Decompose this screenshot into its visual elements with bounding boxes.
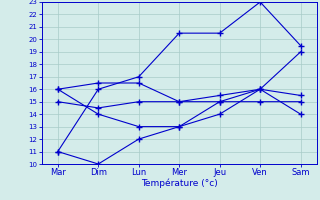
X-axis label: Température (°c): Température (°c) [141, 179, 218, 188]
